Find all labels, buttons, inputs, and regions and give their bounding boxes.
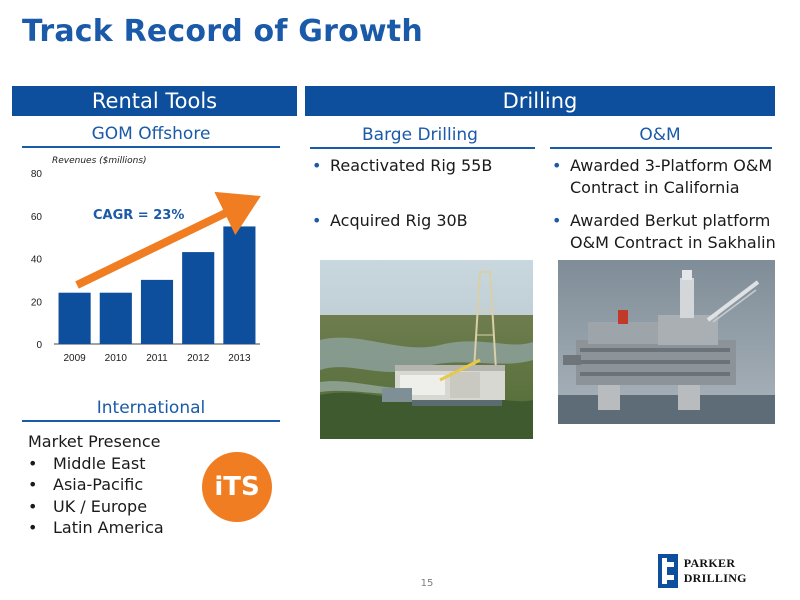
international-rule: [22, 420, 280, 422]
market-item: Latin America: [53, 518, 164, 537]
parker-logo-text: PARKER DRILLING: [683, 556, 747, 585]
barge-bullet: Acquired Rig 30B: [330, 211, 468, 230]
growth-arrow: [75, 191, 261, 289]
om-rule: [550, 147, 772, 149]
page-number: 15: [420, 578, 434, 589]
x-tick-label: 2009: [63, 353, 86, 364]
om-bullet-line1: Awarded 3-Platform O&M: [570, 156, 773, 175]
market-presence-list: Market Presence • Middle East • Asia-Pacif…: [28, 431, 164, 539]
y-tick-label: 20: [31, 297, 43, 308]
x-tick-label: 2010: [105, 353, 128, 364]
revenue-bar-chart: Revenues ($millions) 0 20 40 60 80 2009 2010 2…: [31, 156, 261, 364]
chart-bar: [58, 292, 91, 344]
page-title: Track Record of Growth: [22, 14, 423, 49]
list-item: • Latin America: [28, 518, 164, 537]
market-item: Middle East: [53, 453, 146, 473]
market-item: Asia-Pacific: [53, 475, 144, 494]
international-title: International: [96, 398, 206, 418]
market-presence-label: Market Presence: [28, 432, 161, 451]
its-logo-text: iTS: [214, 472, 260, 502]
list-item: • UK / Europe: [28, 496, 148, 516]
barge-drilling-rule: [310, 147, 535, 149]
x-tick-label: 2011: [146, 353, 168, 364]
om-title: O&M: [639, 125, 681, 145]
chart-bar: [99, 292, 132, 344]
x-tick-label: 2012: [187, 353, 210, 364]
barge-drilling-title: Barge Drilling: [362, 125, 478, 145]
om-bullet-line2: O&M Contract in Sakhalin: [570, 233, 776, 252]
gom-offshore-title: GOM Offshore: [91, 124, 211, 144]
market-item: UK / Europe: [53, 496, 148, 516]
gom-offshore-rule: [22, 146, 280, 148]
list-item: • Acquired Rig 30B: [312, 211, 468, 230]
list-item: • Asia-Pacific: [28, 475, 144, 494]
list-item: • Middle East: [28, 453, 146, 473]
chart-bar: [140, 279, 174, 344]
barge-rig-photo: [320, 260, 533, 439]
parker-drilling-logo: PARKER DRILLING: [658, 554, 800, 588]
list-item: • Reactivated Rig 55B: [312, 156, 493, 175]
list-item: • Awarded Berkut platform O&M Contract in…: [552, 211, 776, 252]
y-tick-label: 40: [31, 255, 43, 266]
barge-bullet: Reactivated Rig 55B: [330, 156, 493, 175]
cagr-annotation: CAGR = 23%: [93, 208, 184, 223]
chart-bar: [223, 226, 256, 344]
rental-tools-header: Rental Tools: [12, 86, 297, 116]
om-bullet-line2: Contract in California: [570, 178, 740, 197]
drilling-header: Drilling: [305, 86, 775, 116]
parker-logo-mark-icon: [658, 554, 678, 588]
its-logo: iTS: [202, 452, 272, 522]
x-tick-label: 2013: [228, 353, 251, 364]
om-platform-photo: [558, 260, 775, 424]
y-tick-label: 80: [31, 169, 43, 180]
chart-bar: [182, 252, 215, 344]
om-bullet-line1: Awarded Berkut platform: [570, 211, 771, 230]
chart-ylabel: Revenues ($millions): [52, 156, 147, 166]
y-tick-label: 0: [36, 340, 42, 351]
y-tick-label: 60: [31, 212, 43, 223]
list-item: • Awarded 3-Platform O&M Contract in Cali…: [552, 156, 773, 197]
